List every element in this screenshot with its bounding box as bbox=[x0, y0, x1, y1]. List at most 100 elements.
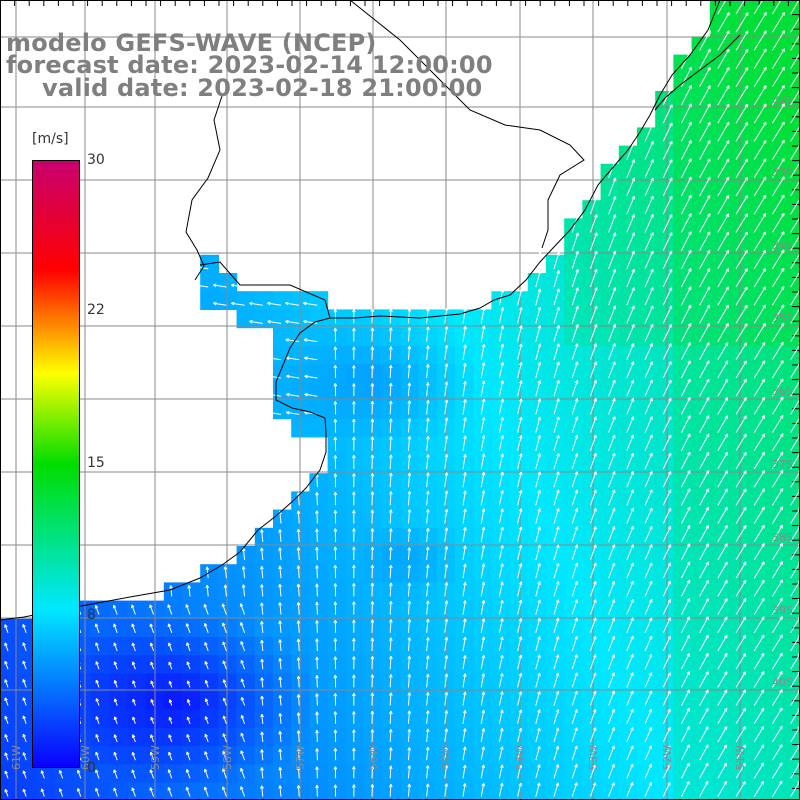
colorbar-label-30: 30 bbox=[87, 152, 105, 168]
wind-cell-232 bbox=[637, 327, 656, 347]
wind-cell-819 bbox=[728, 655, 747, 674]
wind-cell-1018 bbox=[345, 746, 365, 765]
wind-cell-990 bbox=[637, 728, 656, 747]
wind-cell-690 bbox=[782, 600, 800, 620]
wind-arrow-5 bbox=[717, 12, 730, 33]
wind-cell-465 bbox=[309, 491, 329, 511]
wind-cell-926 bbox=[273, 709, 292, 729]
wind-arrow-39 bbox=[680, 103, 692, 124]
wind-cell-43 bbox=[746, 109, 765, 128]
wind-cell-418 bbox=[455, 455, 474, 474]
wind-cell-1012 bbox=[236, 746, 256, 765]
wind-cell-350 bbox=[673, 400, 693, 420]
wind-cell-1082 bbox=[709, 764, 729, 784]
wind-cell-664 bbox=[309, 600, 329, 620]
wind-cell-459 bbox=[709, 473, 729, 492]
wind-cell-470 bbox=[400, 491, 420, 511]
wind-cell-585 bbox=[254, 564, 274, 583]
wind-cell-564 bbox=[473, 546, 492, 565]
wind-arrow-7 bbox=[753, 11, 767, 33]
wind-cell-206 bbox=[691, 309, 711, 329]
wind-cell-1091 bbox=[72, 782, 92, 800]
wind-cell-69 bbox=[673, 163, 693, 183]
wind-arrow-54 bbox=[790, 122, 800, 142]
wind-arrow-33 bbox=[717, 85, 730, 106]
wind-cell-648 bbox=[764, 582, 784, 602]
wind-cell-658 bbox=[200, 600, 219, 620]
wind-cell-44 bbox=[764, 109, 784, 128]
wind-cell-863 bbox=[728, 673, 747, 693]
wind-cell-778 bbox=[782, 637, 800, 656]
wind-cell-331 bbox=[327, 400, 347, 420]
wind-cell-514 bbox=[673, 509, 693, 529]
wind-cell-330 bbox=[309, 400, 329, 420]
wind-cell-291 bbox=[655, 364, 674, 383]
wind-cell-216 bbox=[345, 327, 365, 347]
wind-cell-665 bbox=[327, 600, 347, 620]
wind-cell-319 bbox=[637, 382, 656, 401]
wind-arrow-62 bbox=[753, 139, 767, 160]
wind-cell-386 bbox=[345, 436, 365, 456]
wind-cell-666 bbox=[345, 600, 365, 620]
colorbar-label-8: 8 bbox=[87, 607, 96, 623]
wind-cell-1005 bbox=[109, 746, 128, 765]
wind-cell-86 bbox=[782, 182, 800, 201]
wind-cell-881 bbox=[254, 691, 274, 711]
wind-cell-157 bbox=[200, 291, 219, 310]
wind-cell-264 bbox=[691, 345, 711, 365]
wind-cell-60 bbox=[709, 145, 729, 165]
wind-cell-917 bbox=[109, 709, 128, 729]
wind-cell-834 bbox=[200, 673, 219, 693]
wind-cell-439 bbox=[345, 473, 365, 492]
lon-label-56W: 56W bbox=[367, 745, 380, 770]
wind-cell-392 bbox=[455, 436, 474, 456]
wind-cell-1042 bbox=[782, 746, 800, 765]
wind-cell-56 bbox=[637, 145, 656, 165]
wind-cell-172 bbox=[637, 291, 656, 310]
wind-cell-973 bbox=[327, 728, 347, 747]
wind-cell-960 bbox=[91, 728, 110, 747]
wind-cell-842 bbox=[345, 673, 365, 693]
wind-cell-1124 bbox=[673, 782, 693, 800]
lat-label-33S: 33S bbox=[772, 166, 793, 179]
lon-label-53W: 53W bbox=[587, 745, 600, 770]
wind-cell-186 bbox=[327, 309, 347, 329]
wind-cell-610 bbox=[709, 564, 729, 583]
wind-arrow-24 bbox=[699, 66, 711, 88]
wind-cell-893 bbox=[473, 691, 492, 711]
wind-cell-385 bbox=[327, 436, 347, 456]
wind-cell-280 bbox=[455, 364, 474, 383]
wind-cell-82 bbox=[709, 182, 729, 201]
wind-cell-1122 bbox=[637, 782, 656, 800]
wind-cell-380 bbox=[709, 418, 729, 438]
wind-cell-1069 bbox=[473, 764, 492, 784]
wind-cell-560 bbox=[400, 546, 420, 565]
wind-cell-758 bbox=[418, 637, 438, 656]
wind-cell-649 bbox=[782, 582, 800, 602]
wind-cell-516 bbox=[709, 509, 729, 529]
wind-cell-709 bbox=[327, 618, 347, 638]
wind-arrow-53 bbox=[771, 121, 785, 142]
wind-cell-976 bbox=[382, 728, 401, 747]
wind-arrow-28 bbox=[771, 66, 785, 88]
wind-cell-382 bbox=[746, 418, 765, 438]
wind-cell-772 bbox=[673, 637, 693, 656]
wind-arrow-9 bbox=[790, 13, 800, 33]
wind-cell-577 bbox=[709, 546, 729, 565]
wind-cell-798 bbox=[345, 655, 365, 674]
wind-cell-995 bbox=[728, 728, 747, 747]
wind-arrow-78 bbox=[644, 177, 654, 197]
wind-cell-278 bbox=[418, 364, 438, 383]
wind-cell-213 bbox=[291, 327, 310, 347]
wind-cell-91 bbox=[655, 200, 674, 219]
wind-cell-840 bbox=[309, 673, 329, 693]
wind-cell-438 bbox=[327, 473, 347, 492]
wind-cell-1014 bbox=[273, 746, 292, 765]
wind-cell-64 bbox=[782, 145, 800, 165]
wind-cell-776 bbox=[746, 637, 765, 656]
wind-arrow-3 bbox=[771, 0, 782, 15]
wind-cell-173 bbox=[655, 291, 674, 310]
wind-cell-934 bbox=[418, 709, 438, 729]
wind-arrow-15 bbox=[790, 31, 800, 51]
